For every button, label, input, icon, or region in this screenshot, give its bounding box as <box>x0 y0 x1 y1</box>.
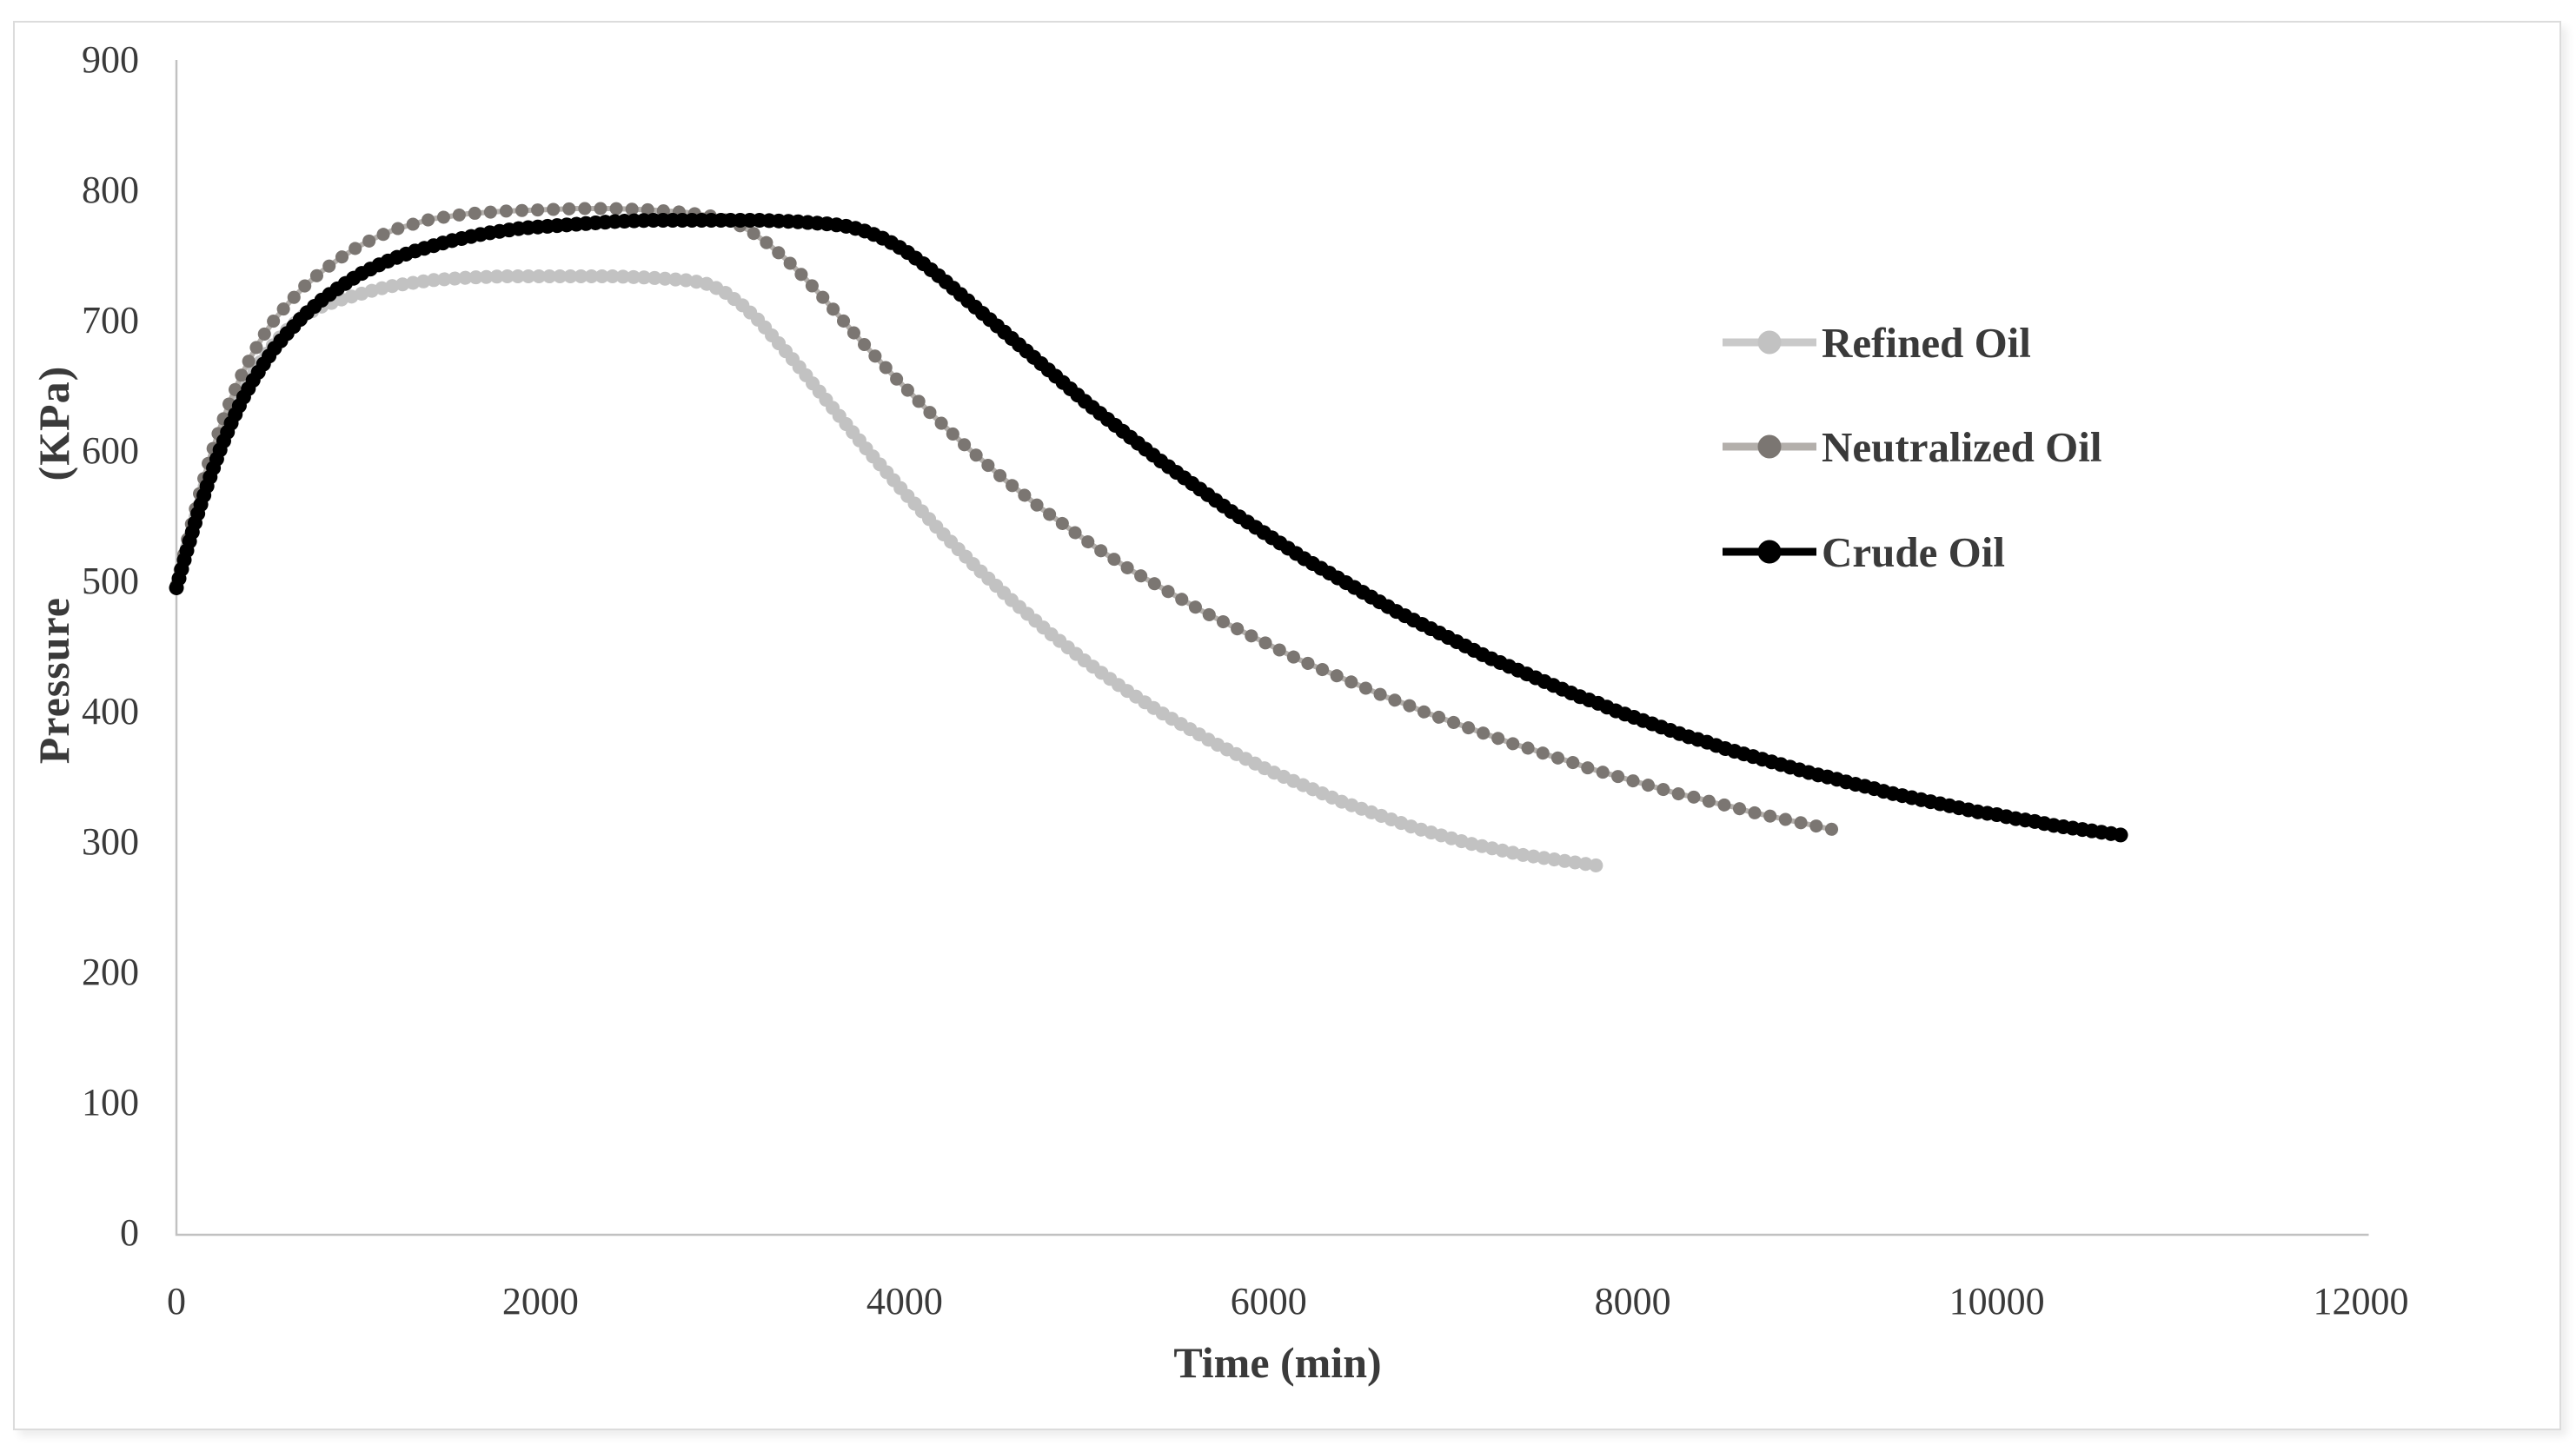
x-tick-label: 4000 <box>866 1280 943 1323</box>
x-tick-label: 10000 <box>1949 1280 2045 1323</box>
y-tick-label: 300 <box>82 820 139 863</box>
y-tick-label: 600 <box>82 429 139 472</box>
y-tick-label: 700 <box>82 299 139 341</box>
x-tick-label: 2000 <box>501 1280 579 1323</box>
y-tick-label: 200 <box>82 951 139 993</box>
legend-label: Crude Oil <box>1822 527 2005 576</box>
x-tick-label: 0 <box>167 1280 186 1323</box>
y-tick-label: 100 <box>82 1081 139 1124</box>
series-line-neutralized-oil <box>174 206 1837 833</box>
y-tick-label: 400 <box>82 690 139 733</box>
x-tick-label: 12000 <box>2313 1280 2409 1323</box>
legend-label: Neutralized Oil <box>1822 422 2102 471</box>
y-axis-title: Pressure (KPa) <box>30 365 78 765</box>
legend-marker-icon <box>1723 434 1816 459</box>
y-tick-label: 800 <box>82 169 139 211</box>
legend-label: Refined Oil <box>1822 318 2031 367</box>
series-markers-crude-oil <box>169 213 2132 843</box>
x-tick-label: 8000 <box>1594 1280 1671 1323</box>
legend-marker-icon <box>1723 540 1816 564</box>
axis-lines <box>175 60 2369 1237</box>
x-axis-title: Time (min) <box>1173 1338 1382 1387</box>
legend-item-neutralized-oil: Neutralized Oil <box>1721 420 2102 474</box>
legend-item-crude-oil: Crude Oil <box>1721 525 2005 579</box>
y-tick-label: 500 <box>82 560 139 602</box>
y-tick-label: 0 <box>120 1211 139 1254</box>
series-markers-refined-oil <box>169 269 1603 872</box>
chart-border-frame <box>13 21 2561 1430</box>
y-tick-label: 900 <box>82 38 139 81</box>
legend-item-refined-oil: Refined Oil <box>1721 315 2031 369</box>
legend-marker-icon <box>1723 330 1816 355</box>
x-tick-label: 6000 <box>1230 1280 1307 1323</box>
series-markers-neutralized-oil <box>169 202 1843 837</box>
